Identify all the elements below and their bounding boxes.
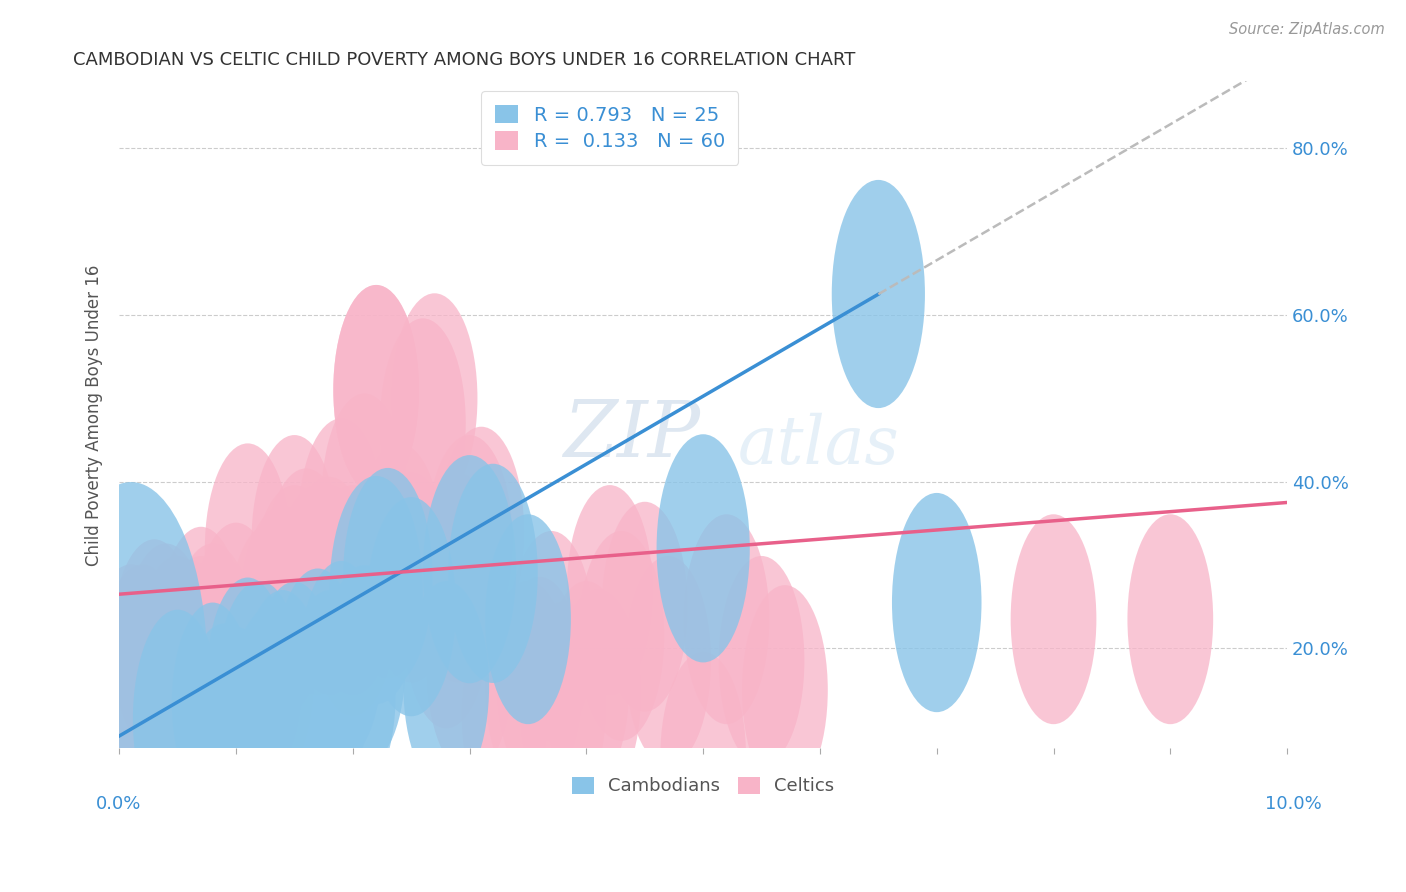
Ellipse shape: [135, 568, 221, 779]
Ellipse shape: [449, 464, 537, 683]
Ellipse shape: [661, 652, 747, 862]
Ellipse shape: [683, 515, 769, 724]
Ellipse shape: [217, 581, 302, 791]
Ellipse shape: [368, 473, 454, 682]
Ellipse shape: [55, 482, 208, 856]
Ellipse shape: [461, 610, 547, 820]
Ellipse shape: [157, 527, 243, 737]
Ellipse shape: [520, 602, 606, 812]
Ellipse shape: [626, 556, 711, 766]
Ellipse shape: [252, 435, 337, 645]
Ellipse shape: [578, 531, 664, 741]
Ellipse shape: [544, 581, 630, 791]
Text: atlas: atlas: [738, 412, 900, 477]
Ellipse shape: [287, 485, 373, 695]
Ellipse shape: [100, 565, 186, 774]
Ellipse shape: [415, 473, 501, 682]
Ellipse shape: [170, 543, 256, 754]
Ellipse shape: [485, 515, 571, 724]
Ellipse shape: [253, 582, 335, 781]
Ellipse shape: [509, 531, 595, 741]
Ellipse shape: [742, 585, 828, 795]
Ellipse shape: [1011, 515, 1097, 724]
Ellipse shape: [134, 609, 222, 829]
Ellipse shape: [263, 468, 349, 678]
Ellipse shape: [252, 485, 337, 695]
Ellipse shape: [205, 443, 291, 653]
Ellipse shape: [184, 624, 266, 823]
Ellipse shape: [276, 568, 361, 779]
Ellipse shape: [228, 573, 314, 782]
Ellipse shape: [157, 556, 243, 766]
Ellipse shape: [309, 485, 395, 695]
Ellipse shape: [657, 434, 749, 663]
Ellipse shape: [276, 485, 361, 695]
Ellipse shape: [423, 455, 516, 683]
Ellipse shape: [181, 560, 267, 770]
Ellipse shape: [193, 627, 278, 837]
Ellipse shape: [193, 523, 278, 732]
Ellipse shape: [718, 556, 804, 766]
Ellipse shape: [555, 590, 641, 799]
Ellipse shape: [146, 560, 232, 770]
Ellipse shape: [333, 285, 419, 495]
Ellipse shape: [181, 568, 267, 779]
Ellipse shape: [832, 180, 925, 409]
Ellipse shape: [228, 523, 314, 732]
Ellipse shape: [135, 556, 221, 766]
Ellipse shape: [344, 468, 430, 678]
Ellipse shape: [357, 443, 443, 653]
Ellipse shape: [170, 573, 256, 782]
Ellipse shape: [309, 590, 395, 799]
Ellipse shape: [367, 497, 456, 716]
Ellipse shape: [343, 468, 433, 687]
Ellipse shape: [172, 602, 253, 803]
Ellipse shape: [602, 502, 688, 712]
Ellipse shape: [323, 565, 405, 765]
Ellipse shape: [287, 476, 373, 687]
Ellipse shape: [427, 435, 512, 645]
Ellipse shape: [496, 577, 582, 787]
Ellipse shape: [891, 493, 981, 712]
Ellipse shape: [329, 476, 423, 704]
Ellipse shape: [231, 607, 312, 807]
Ellipse shape: [288, 590, 370, 790]
Ellipse shape: [240, 506, 326, 716]
Ellipse shape: [193, 573, 278, 782]
Ellipse shape: [124, 543, 209, 754]
Ellipse shape: [567, 485, 652, 695]
Ellipse shape: [404, 581, 489, 791]
Text: CAMBODIAN VS CELTIC CHILD POVERTY AMONG BOYS UNDER 16 CORRELATION CHART: CAMBODIAN VS CELTIC CHILD POVERTY AMONG …: [73, 51, 855, 69]
Ellipse shape: [89, 565, 174, 774]
Text: 0.0%: 0.0%: [96, 795, 141, 814]
Y-axis label: Child Poverty Among Boys Under 16: Child Poverty Among Boys Under 16: [86, 264, 103, 566]
Ellipse shape: [380, 318, 465, 528]
Ellipse shape: [217, 573, 302, 782]
Text: ZIP: ZIP: [562, 397, 700, 473]
Ellipse shape: [242, 590, 323, 790]
Ellipse shape: [301, 561, 382, 761]
Ellipse shape: [1128, 515, 1213, 724]
Ellipse shape: [207, 577, 288, 778]
Ellipse shape: [427, 565, 512, 774]
Ellipse shape: [392, 293, 478, 503]
Text: 10.0%: 10.0%: [1265, 795, 1322, 814]
Ellipse shape: [298, 418, 384, 628]
Ellipse shape: [217, 565, 302, 774]
Ellipse shape: [322, 393, 408, 603]
Ellipse shape: [309, 506, 395, 716]
Ellipse shape: [333, 285, 419, 495]
Ellipse shape: [485, 581, 571, 791]
Ellipse shape: [439, 426, 524, 637]
Text: Source: ZipAtlas.com: Source: ZipAtlas.com: [1229, 22, 1385, 37]
Ellipse shape: [404, 518, 489, 729]
Ellipse shape: [111, 540, 197, 749]
Legend: Cambodians, Celtics: Cambodians, Celtics: [561, 765, 845, 806]
